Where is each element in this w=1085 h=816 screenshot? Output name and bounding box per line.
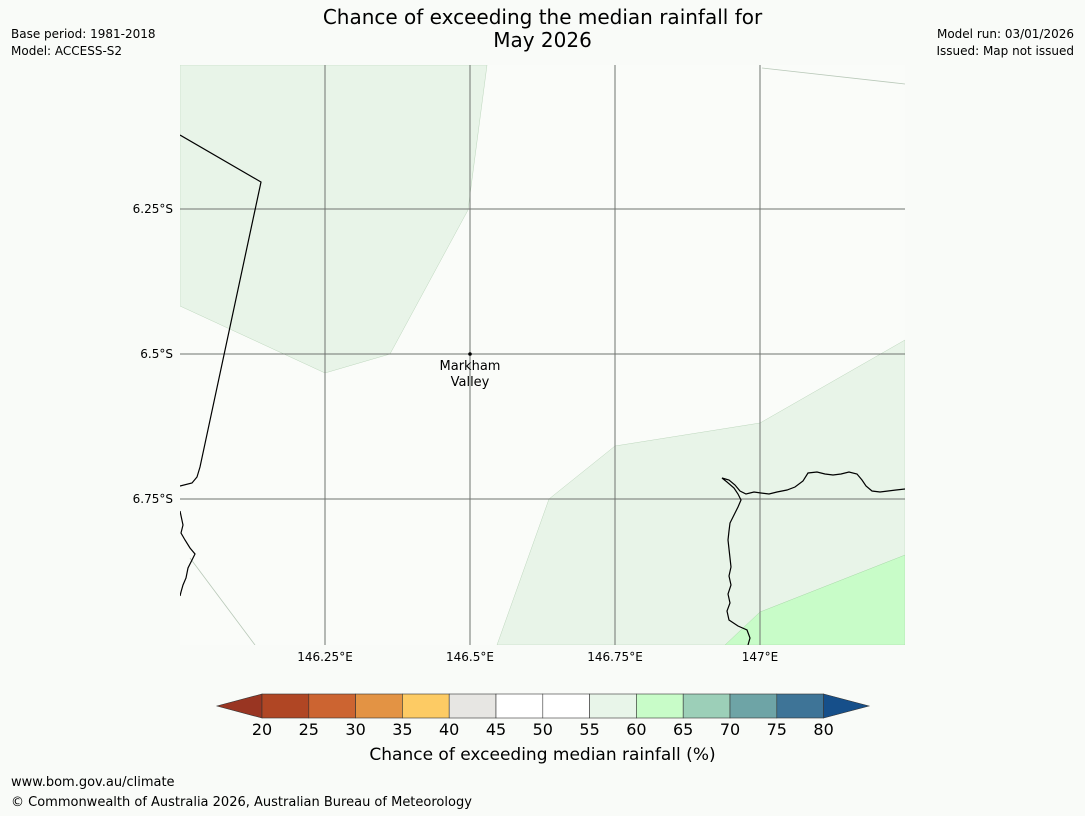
- colorbar-tick-60: 60: [626, 720, 647, 739]
- model-run: Model run: 03/01/2026: [936, 27, 1074, 41]
- colorbar-tick-50: 50: [532, 720, 553, 739]
- coastline-east: [721, 471, 905, 645]
- lon-label-146-75e: 146.75°E: [587, 650, 643, 664]
- lon-label-146-25e: 146.25°E: [297, 650, 353, 664]
- issued-status: Issued: Map not issued: [936, 44, 1074, 58]
- colorbar-tick-65: 65: [673, 720, 694, 739]
- title-line-1: Chance of exceeding the median rainfall …: [322, 5, 763, 29]
- place-name-line-1: Markham: [439, 359, 501, 374]
- probability-region-60-65: [724, 554, 905, 645]
- colorbar-tick-70: 70: [719, 720, 741, 739]
- lat-label-6-25s: 6.25°S: [132, 202, 173, 216]
- colorbar-segment-35-40: [402, 693, 450, 719]
- footer-url[interactable]: www.bom.gov.au/climate: [11, 775, 175, 790]
- place-label: Markham Valley: [420, 359, 520, 391]
- colorbar-tick-40: 40: [439, 720, 460, 739]
- metadata-right: Model run: 03/01/2026 Issued: Map not is…: [936, 26, 1074, 60]
- colorbar-tick-80: 80: [813, 720, 834, 739]
- lon-label-147e: 147°E: [741, 650, 779, 664]
- colorbar-segment-25-30: [308, 693, 356, 719]
- map-title: Chance of exceeding the median rainfall …: [0, 6, 1085, 52]
- colorbar-segment-30-35: [355, 693, 403, 719]
- colorbar-segment-60-65: [636, 693, 684, 719]
- border-line: [180, 134, 262, 487]
- colorbar-title: Chance of exceeding median rainfall (%): [369, 745, 716, 765]
- colorbar-tick-30: 30: [345, 720, 366, 739]
- contour-line-southwest: [189, 557, 256, 645]
- title-line-2: May 2026: [493, 28, 592, 52]
- colorbar-tick-35: 35: [392, 720, 413, 739]
- base-period: Base period: 1981-2018: [11, 27, 156, 41]
- model-name: Model: ACCESS-S2: [11, 44, 123, 58]
- place-name-line-2: Valley: [450, 375, 490, 390]
- colorbar-tick-75: 75: [766, 720, 787, 739]
- graticule: [180, 65, 905, 645]
- contour-line-northeast: [761, 67, 905, 85]
- location-marker: [468, 352, 472, 356]
- colorbar-tick-55: 55: [579, 720, 600, 739]
- colorbar-tick-25: 25: [298, 720, 319, 739]
- colorbar-segment-70-75: [729, 693, 778, 719]
- lat-label-6-5s: 6.5°S: [140, 347, 173, 361]
- colorbar-segment-65-70: [682, 693, 731, 719]
- colorbar: [215, 693, 871, 719]
- coastline-west: [180, 510, 196, 597]
- colorbar-segment-55-60: [589, 693, 637, 719]
- footer-copyright: © Commonwealth of Australia 2026, Austra…: [11, 795, 472, 810]
- colorbar-segment-20-25: [261, 693, 310, 719]
- metadata-left: Base period: 1981-2018 Model: ACCESS-S2: [11, 26, 156, 60]
- lon-label-146-5e: 146.5°E: [446, 650, 494, 664]
- colorbar-over-arrow: [823, 693, 871, 719]
- colorbar-segment-40-45: [448, 693, 497, 719]
- colorbar-tick-45: 45: [485, 720, 507, 739]
- colorbar-segment-45-50: [495, 693, 544, 719]
- colorbar-under-arrow: [215, 693, 263, 719]
- lat-label-6-75s: 6.75°S: [132, 492, 173, 506]
- colorbar-segment-50-55: [542, 693, 590, 719]
- colorbar-segment-75-80: [776, 693, 824, 719]
- colorbar-tick-20: 20: [251, 720, 273, 739]
